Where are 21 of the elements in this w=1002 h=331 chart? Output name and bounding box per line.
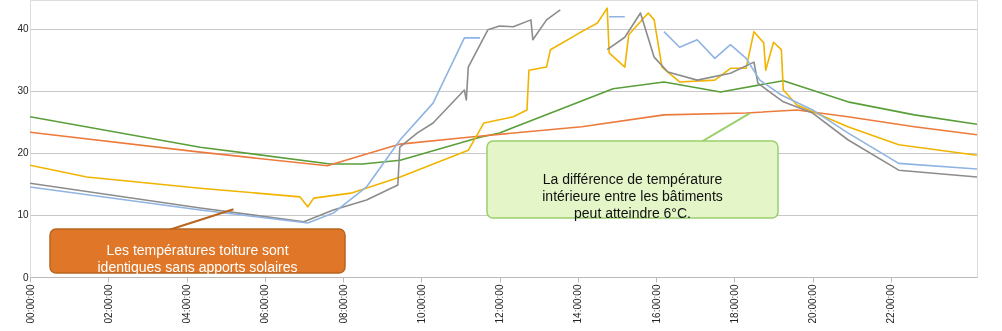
y-tick-label: 30: [17, 85, 29, 97]
x-tick-label: 22:00:00: [885, 284, 897, 324]
line-series: [30, 79, 977, 165]
x-tick-label: 10:00:00: [415, 284, 427, 324]
x-tick-label: 20:00:00: [807, 284, 819, 324]
x-tick-label: 14:00:00: [572, 284, 584, 324]
annotation: Les températures toiture sont identiques sans apports solaires: [97, 242, 298, 275]
y-tick-label: 40: [17, 23, 29, 35]
y-tick-label: 0: [22, 271, 29, 283]
y-tick-label: 20: [17, 147, 29, 159]
x-tick-label: 04:00:00: [181, 284, 193, 324]
x-tick-label: 08:00:00: [337, 284, 349, 324]
x-tick-label: 18:00:00: [728, 284, 740, 324]
x-tick-label: 16:00:00: [650, 284, 662, 324]
line-series: [30, 109, 977, 167]
x-tick-label: 12:00:00: [494, 284, 506, 324]
y-tick-label: 10: [17, 209, 29, 221]
annotation: La différence de température intérieure entre les bâtiments peut atteindre 6°C.: [542, 170, 723, 221]
x-tick-label: 00:00:00: [24, 284, 36, 324]
x-tick-label: 02:00:00: [102, 284, 114, 324]
x-tick-label: 06:00:00: [259, 284, 271, 324]
